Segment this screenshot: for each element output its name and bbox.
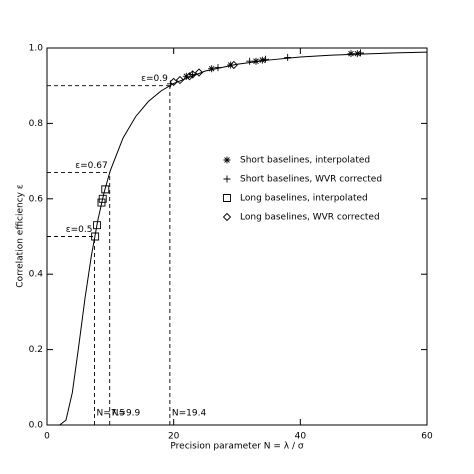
marker-square [97,198,106,207]
n-label: N=9.9 [112,409,141,419]
marker-plus [357,49,364,57]
marker-plus [246,57,254,65]
x-tick-label: 60 [421,432,433,442]
marker-diamond [194,68,204,77]
y-axis-label: Correlation efficiency ε [16,184,26,288]
marker-square [223,194,231,202]
eps-label: ε=0.9 [141,74,168,84]
y-tick-label: 0.8 [29,119,44,129]
x-tick-label: 40 [295,432,307,442]
marker-square [91,232,100,241]
marker-plus [214,64,222,72]
y-tick-label: 0.4 [29,270,44,280]
legend-label: Long baselines, WVR corrected [240,213,380,223]
marker-diamond [169,77,178,87]
model-curve [59,51,428,426]
x-tick-label: 0 [44,432,50,442]
n-label: N=19.4 [172,409,207,419]
legend-label: Long baselines, interpolated [240,194,368,204]
marker-star [347,50,355,58]
marker-diamond [229,60,238,70]
marker-diamond [188,70,197,79]
marker-plus [223,175,231,183]
legend-label: Short baselines, interpolated [240,156,370,166]
marker-square [98,194,107,203]
eps-label: ε=0.67 [75,161,107,171]
marker-square [93,221,101,230]
x-tick-label: 20 [168,432,180,442]
x-axis-label: Precision parameter N = λ / σ [170,442,303,452]
y-tick-label: 1.0 [29,44,44,54]
marker-diamond [175,75,185,85]
y-tick-label: 0.6 [29,194,44,204]
marker-star [353,50,361,58]
marker-plus [284,53,292,61]
n-label: N=7.5 [97,409,126,419]
marker-star [208,65,216,73]
marker-square [101,185,110,194]
eps-label: ε=0.5 [66,225,93,235]
marker-star [258,56,266,64]
marker-star [223,156,231,164]
marker-star [252,57,260,65]
marker-diamond [222,212,232,222]
plot-frame [46,47,428,426]
marker-diamond [185,72,194,81]
y-tick-label: 0.2 [29,345,43,355]
marker-plus [262,55,269,63]
y-tick-label: 0.0 [29,421,44,431]
legend-label: Short baselines, WVR corrected [240,175,382,185]
